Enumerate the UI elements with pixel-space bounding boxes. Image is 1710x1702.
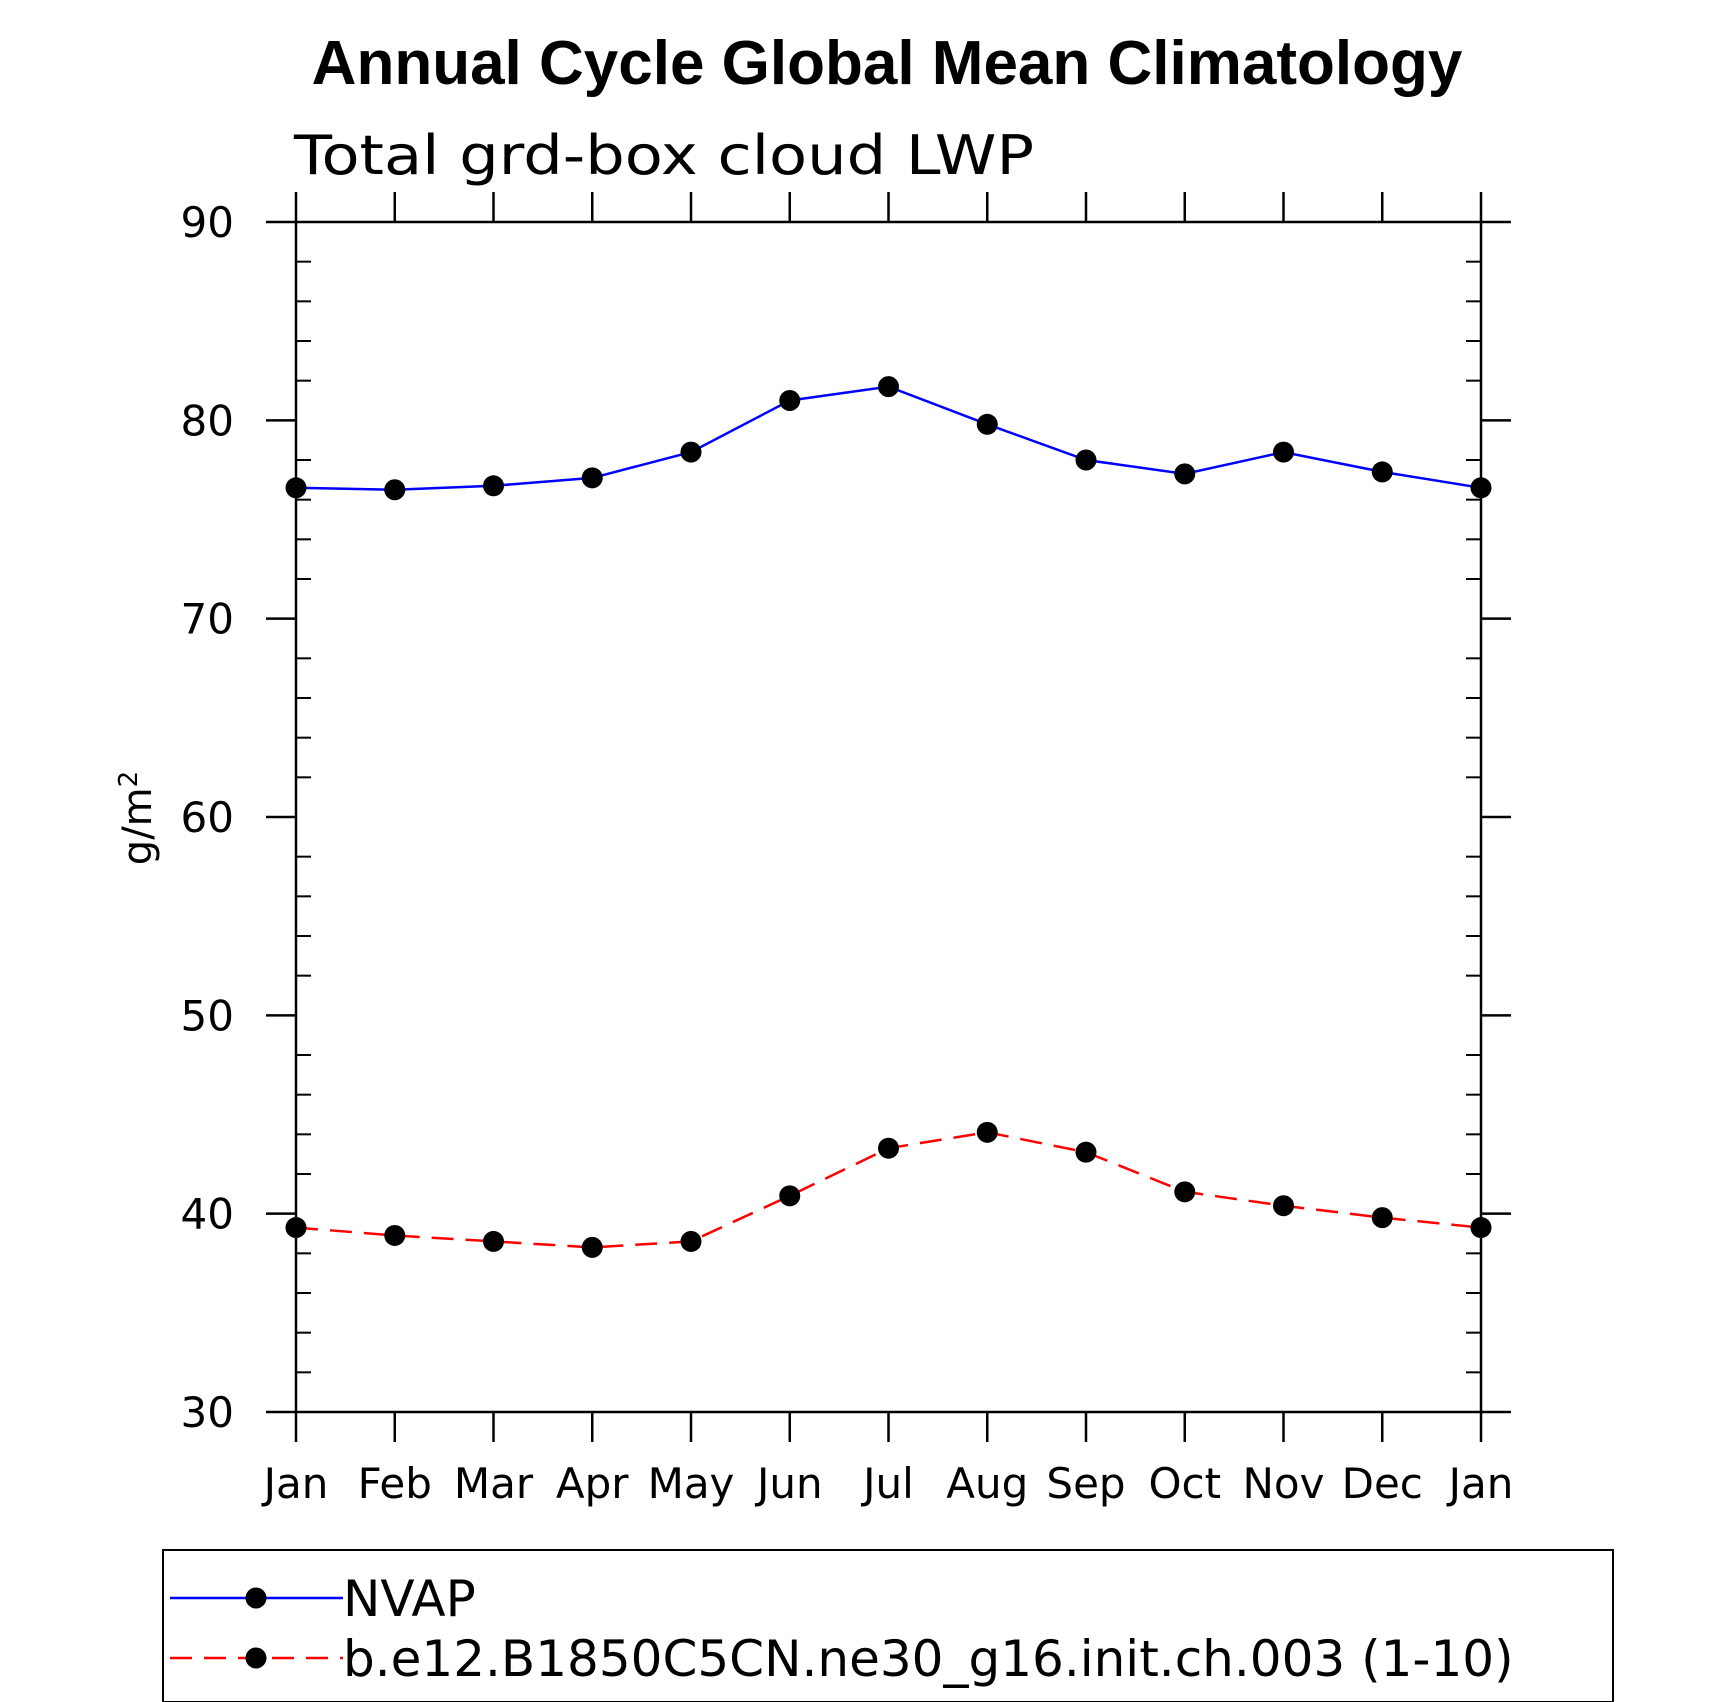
data-series <box>285 376 1492 1258</box>
legend: NVAPb.e12.B1850C5CN.ne30_g16.init.ch.003… <box>162 1549 1614 1702</box>
legend-swatch-marker <box>245 1647 267 1669</box>
y-axis-title: g/m2 <box>114 771 161 865</box>
x-tick-label: Aug <box>946 1459 1028 1508</box>
legend-swatch-marker <box>245 1587 267 1609</box>
legend-label: b.e12.B1850C5CN.ne30_g16.init.ch.003 (1-… <box>343 1630 1514 1688</box>
y-tick-label: 50 <box>181 991 234 1040</box>
x-tick-label: Sep <box>1046 1459 1125 1508</box>
legend-label: NVAP <box>343 1570 476 1628</box>
data-point <box>976 413 998 435</box>
y-tick-label: 60 <box>181 793 234 842</box>
data-point <box>483 1230 504 1252</box>
x-tick-label: Apr <box>556 1459 629 1508</box>
data-point <box>285 1217 307 1239</box>
y-axis-title-text: g/m <box>115 787 161 865</box>
data-point <box>285 477 307 499</box>
x-tick-label: Oct <box>1148 1459 1221 1508</box>
data-point <box>1470 1217 1492 1239</box>
data-point <box>878 376 899 398</box>
axis-ticks: 30 40 50 60 70 80 90 Jan Feb Mar Apr May Jun Jul Aug Se… <box>181 192 1514 1508</box>
x-tick-label: Mar <box>454 1459 534 1508</box>
data-point <box>581 467 603 489</box>
data-point <box>680 441 702 463</box>
x-tick-label: Jan <box>261 1459 329 1508</box>
data-point <box>1174 1181 1196 1203</box>
chart-title: Annual Cycle Global Mean Climatology <box>312 29 1463 98</box>
data-point <box>384 479 406 501</box>
data-point <box>779 390 801 411</box>
data-point <box>1273 1195 1294 1217</box>
series-2 <box>285 1121 1492 1258</box>
series-line <box>295 385 1482 492</box>
x-tick-label: Jun <box>754 1459 823 1508</box>
plot-area <box>294 220 1483 1414</box>
y-axis-title-exponent: 2 <box>114 771 144 788</box>
data-point <box>1075 1141 1097 1163</box>
data-point <box>1174 463 1196 485</box>
x-tick-label: Jan <box>1446 1459 1514 1508</box>
data-point <box>1371 1207 1393 1229</box>
data-point <box>483 475 504 497</box>
data-point <box>1273 441 1294 463</box>
plot-frame <box>294 220 1483 1414</box>
y-tick-label: 40 <box>181 1190 234 1239</box>
legend-box <box>162 1549 1614 1702</box>
x-tick-label: Dec <box>1342 1459 1423 1508</box>
data-point <box>1075 449 1097 471</box>
x-tick-label: May <box>648 1459 735 1508</box>
data-point <box>976 1121 998 1143</box>
svg-text:g/m2: g/m2 <box>114 771 161 865</box>
x-tick-label: Nov <box>1243 1459 1325 1508</box>
data-point <box>1371 461 1393 483</box>
data-point <box>581 1236 603 1258</box>
data-point <box>878 1137 899 1159</box>
series-1 <box>285 376 1492 501</box>
legend-item: NVAP <box>170 1570 476 1628</box>
data-point <box>680 1230 702 1252</box>
chart-subtitle: Total grd-box cloud LWP <box>293 124 1034 187</box>
y-tick-label: 70 <box>181 595 234 644</box>
y-tick-label: 90 <box>181 198 234 247</box>
y-tick-label: 30 <box>181 1388 234 1437</box>
data-point <box>384 1224 406 1246</box>
data-point <box>779 1185 801 1207</box>
x-tick-label: Jul <box>860 1459 914 1508</box>
data-point <box>1470 477 1492 499</box>
legend-item: b.e12.B1850C5CN.ne30_g16.init.ch.003 (1-… <box>170 1630 1514 1688</box>
y-tick-label: 80 <box>181 396 234 445</box>
x-tick-label: Feb <box>358 1459 432 1508</box>
